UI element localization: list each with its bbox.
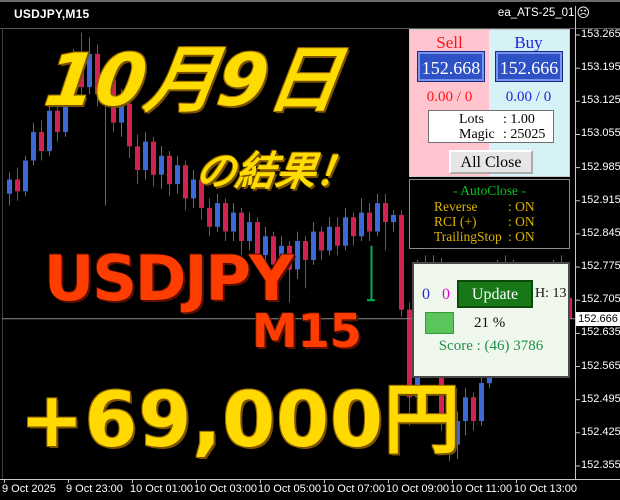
price-label[interactable]: 152.425: [581, 426, 620, 438]
price-label[interactable]: 153.055: [581, 127, 620, 139]
time-label[interactable]: 10 Oct 03:00: [194, 483, 257, 495]
time-label[interactable]: 10 Oct 05:00: [258, 483, 321, 495]
price-label[interactable]: 153.195: [581, 61, 620, 73]
time-label[interactable]: 10 Oct 07:00: [322, 483, 385, 495]
time-label[interactable]: 9 Oct 23:00: [66, 483, 123, 495]
overlay-symbol-text: USDJPY: [44, 242, 294, 315]
price-label[interactable]: 152.915: [581, 194, 620, 206]
time-label[interactable]: 10 Oct 01:00: [130, 483, 193, 495]
autoclose-row-trailingstop-value: : ON: [508, 229, 535, 244]
sell-price-button[interactable]: 152.668: [417, 51, 485, 82]
price-label[interactable]: 152.635: [581, 326, 620, 338]
sell-label: Sell: [436, 33, 463, 52]
update-panel: 0 0 Update H: 13 21 % Score : (46) 3786: [412, 262, 570, 378]
time-label[interactable]: 10 Oct 13:00: [514, 483, 577, 495]
signal-marker: [367, 245, 375, 302]
price-label[interactable]: 153.125: [581, 94, 620, 106]
autoclose-row-trailingstop-label: TrailingStop: [434, 229, 502, 244]
time-ticks: [4, 479, 517, 483]
update-button[interactable]: Update: [457, 280, 533, 308]
autoclose-row-reverse-value: : ON: [508, 199, 535, 214]
all-close-button[interactable]: All Close: [449, 150, 533, 174]
time-label[interactable]: 10 Oct 09:00: [386, 483, 449, 495]
autoclose-panel: - AutoClose - Reverse : ON RCI (+) : ON …: [409, 179, 570, 249]
score-label: Score : (46) 3786: [438, 338, 544, 354]
autoclose-row-reverse-label: Reverse: [434, 199, 478, 214]
overlay-date-text: 10月9日: [40, 38, 347, 122]
overlay-profit-text: +69,000円: [20, 375, 461, 464]
price-label[interactable]: 152.845: [581, 227, 620, 239]
lots-magic-box: Lots: 1.00 Magic: 25025: [428, 110, 554, 143]
autoclose-row-rci-value: : ON: [508, 214, 535, 229]
price-label[interactable]: 152.565: [581, 360, 620, 372]
count-magenta: 0: [442, 286, 450, 303]
price-label[interactable]: 152.355: [581, 459, 620, 471]
time-label[interactable]: 9 Oct 2025: [2, 483, 56, 495]
sell-position-counter: 0.00 / 0: [426, 89, 473, 105]
buy-position-counter: 0.00 / 0: [505, 89, 552, 105]
count-blue: 0: [422, 286, 430, 303]
magic-row: Magic: 25025: [459, 127, 546, 142]
progress-bar-fill: [425, 312, 454, 334]
hour-counter: H: 13: [535, 286, 567, 301]
price-label[interactable]: 152.495: [581, 393, 620, 405]
ea-status-sad-face-icon[interactable]: ☹: [576, 5, 590, 20]
ea-name-label: ea_ATS-25_01: [497, 6, 575, 19]
price-label[interactable]: 152.705: [581, 293, 620, 305]
overlay-result-text: の結果！: [192, 149, 360, 195]
lots-row: Lots: 1.00: [459, 112, 535, 127]
chart-title: USDJPY,M15: [14, 7, 90, 21]
autoclose-row-rci-label: RCI (+): [434, 214, 477, 229]
autoclose-title: - AutoClose -: [453, 183, 526, 198]
ea-header: ea_ATS-25_01 ☹: [498, 6, 590, 19]
trade-panel: Sell Buy 152.668 152.666 0.00 / 0 0.00 /…: [409, 29, 570, 177]
time-label[interactable]: 10 Oct 11:00: [450, 483, 513, 495]
price-label[interactable]: 152.775: [581, 260, 620, 272]
price-label[interactable]: 152.985: [581, 161, 620, 173]
price-ticks: [575, 34, 580, 467]
overlay-timeframe-text: M15: [252, 304, 362, 358]
buy-label: Buy: [514, 33, 543, 52]
price-label[interactable]: 153.265: [581, 28, 620, 40]
buy-price-button[interactable]: 152.666: [495, 51, 563, 82]
percent-label: 21 %: [474, 315, 506, 331]
current-price-tag: 152.666: [576, 312, 620, 326]
